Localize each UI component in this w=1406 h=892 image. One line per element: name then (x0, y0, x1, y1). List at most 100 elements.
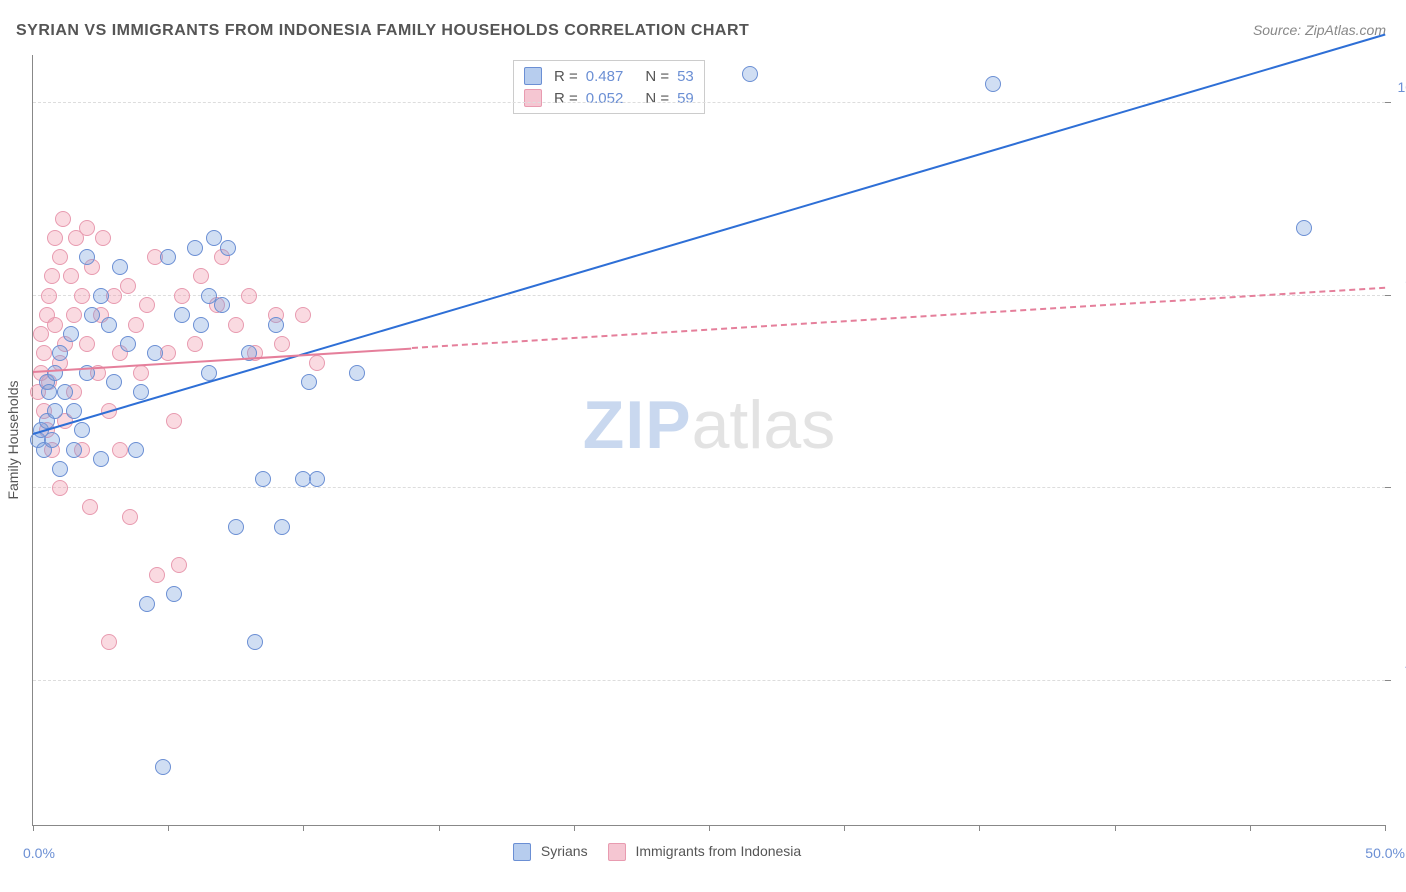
data-point (214, 297, 230, 313)
data-point (44, 268, 60, 284)
data-point (33, 326, 49, 342)
x-tick (303, 825, 304, 831)
data-point (1296, 220, 1312, 236)
data-point (52, 461, 68, 477)
data-point (174, 288, 190, 304)
x-tick (1385, 825, 1386, 831)
watermark-zip: ZIP (583, 387, 692, 463)
gridline (33, 295, 1385, 296)
swatch-icon (524, 89, 542, 107)
data-point (139, 297, 155, 313)
stats-row-indonesia: R = 0.052 N = 59 (524, 87, 694, 109)
regression-line (411, 287, 1385, 349)
data-point (155, 759, 171, 775)
data-point (41, 288, 57, 304)
data-point (57, 384, 73, 400)
x-tick (33, 825, 34, 831)
data-point (106, 374, 122, 390)
data-point (79, 336, 95, 352)
data-point (63, 326, 79, 342)
data-point (309, 471, 325, 487)
data-point (187, 240, 203, 256)
r-value: 0.487 (586, 68, 624, 85)
data-point (247, 634, 263, 650)
regression-line (33, 34, 1386, 435)
data-point (84, 307, 100, 323)
data-point (47, 230, 63, 246)
data-point (301, 374, 317, 390)
data-point (63, 268, 79, 284)
data-point (95, 230, 111, 246)
data-point (66, 307, 82, 323)
y-tick (1385, 680, 1391, 681)
swatch-icon (608, 843, 626, 861)
data-point (101, 634, 117, 650)
legend-item-indonesia: Immigrants from Indonesia (608, 843, 802, 861)
r-label: R = (554, 68, 578, 85)
data-point (47, 403, 63, 419)
x-tick (709, 825, 710, 831)
x-tick-label: 50.0% (1365, 845, 1405, 861)
data-point (74, 422, 90, 438)
n-value: 59 (677, 90, 694, 107)
watermark: ZIPatlas (583, 386, 835, 464)
data-point (41, 384, 57, 400)
chart-container: SYRIAN VS IMMIGRANTS FROM INDONESIA FAMI… (0, 0, 1406, 892)
data-point (139, 596, 155, 612)
data-point (101, 317, 117, 333)
data-point (171, 557, 187, 573)
y-axis-label: Family Households (5, 380, 21, 499)
x-tick (1115, 825, 1116, 831)
data-point (255, 471, 271, 487)
data-point (166, 586, 182, 602)
x-tick (574, 825, 575, 831)
data-point (166, 413, 182, 429)
x-tick (844, 825, 845, 831)
data-point (220, 240, 236, 256)
gridline (33, 680, 1385, 681)
data-point (985, 76, 1001, 92)
data-point (79, 249, 95, 265)
data-point (174, 307, 190, 323)
data-point (52, 249, 68, 265)
data-point (52, 345, 68, 361)
data-point (47, 365, 63, 381)
data-point (82, 499, 98, 515)
data-point (133, 365, 149, 381)
y-tick (1385, 487, 1391, 488)
x-tick (168, 825, 169, 831)
data-point (295, 307, 311, 323)
data-point (79, 220, 95, 236)
x-tick (1250, 825, 1251, 831)
y-tick-label: 100.0% (1398, 79, 1406, 95)
data-point (133, 384, 149, 400)
y-tick (1385, 295, 1391, 296)
x-tick-label: 0.0% (23, 845, 55, 861)
n-label: N = (645, 68, 669, 85)
data-point (268, 317, 284, 333)
data-point (66, 403, 82, 419)
legend-label: Syrians (541, 843, 588, 859)
r-value: 0.052 (586, 90, 624, 107)
data-point (241, 288, 257, 304)
data-point (74, 288, 90, 304)
data-point (44, 432, 60, 448)
data-point (93, 451, 109, 467)
chart-title: SYRIAN VS IMMIGRANTS FROM INDONESIA FAMI… (16, 22, 749, 40)
data-point (193, 317, 209, 333)
n-value: 53 (677, 68, 694, 85)
legend-item-syrians: Syrians (513, 843, 588, 861)
data-point (742, 66, 758, 82)
swatch-icon (524, 67, 542, 85)
data-point (52, 480, 68, 496)
series-legend: Syrians Immigrants from Indonesia (513, 843, 801, 861)
data-point (228, 317, 244, 333)
data-point (55, 211, 71, 227)
gridline (33, 487, 1385, 488)
data-point (149, 567, 165, 583)
data-point (309, 355, 325, 371)
watermark-atlas: atlas (692, 387, 836, 463)
data-point (93, 288, 109, 304)
data-point (160, 249, 176, 265)
data-point (112, 259, 128, 275)
